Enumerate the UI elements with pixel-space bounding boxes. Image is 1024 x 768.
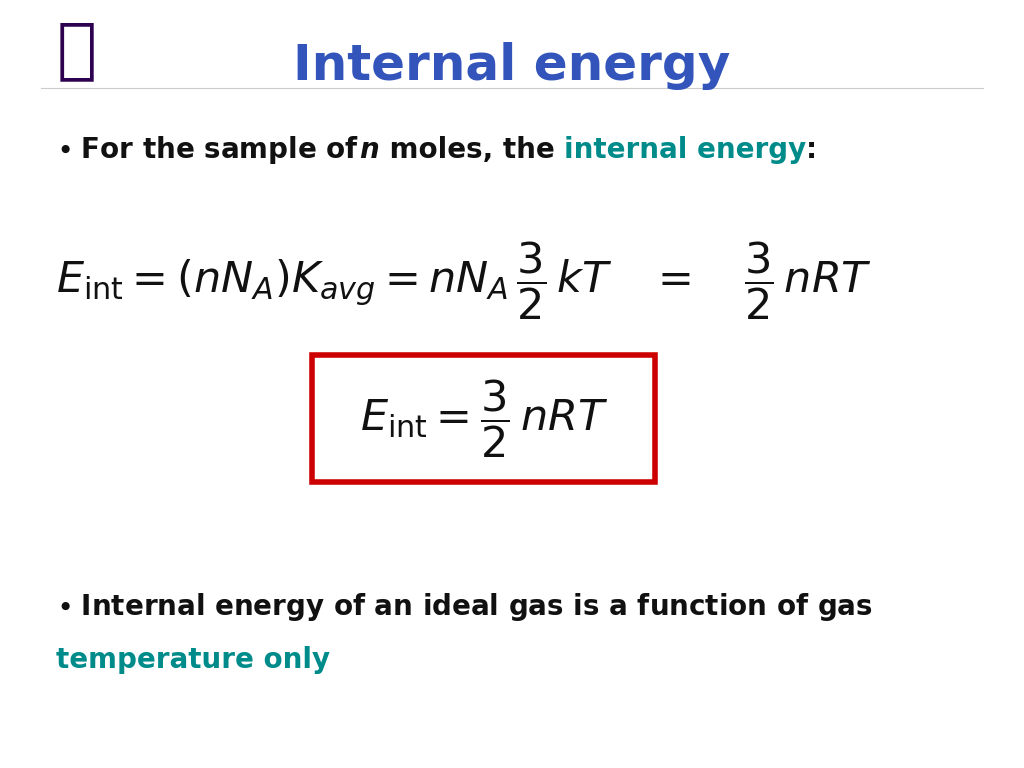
Text: $E_{\mathrm{int}} = \dfrac{3}{2}\,nRT$: $E_{\mathrm{int}} = \dfrac{3}{2}\,nRT$ xyxy=(359,377,608,460)
Text: :: : xyxy=(806,136,817,164)
Text: $\boldsymbol{n}$: $\boldsymbol{n}$ xyxy=(359,136,380,164)
Text: 🦎: 🦎 xyxy=(56,17,97,83)
Text: moles, the: moles, the xyxy=(380,136,564,164)
Text: Internal energy: Internal energy xyxy=(293,42,731,91)
FancyBboxPatch shape xyxy=(312,356,655,482)
Text: $E_{\mathrm{int}} = (nN_A)K_{avg}  =  nN_A\,\dfrac{3}{2}\,kT \quad =\quad \dfrac: $E_{\mathrm{int}} = (nN_A)K_{avg} = nN_A… xyxy=(56,239,872,322)
Text: $\bullet\;$Internal energy of an ideal gas is a function of gas: $\bullet\;$Internal energy of an ideal g… xyxy=(56,591,873,623)
Text: internal energy: internal energy xyxy=(564,136,806,164)
Text: $\bullet\;$For the sample of: $\bullet\;$For the sample of xyxy=(56,134,359,166)
Text: temperature only: temperature only xyxy=(56,647,331,674)
